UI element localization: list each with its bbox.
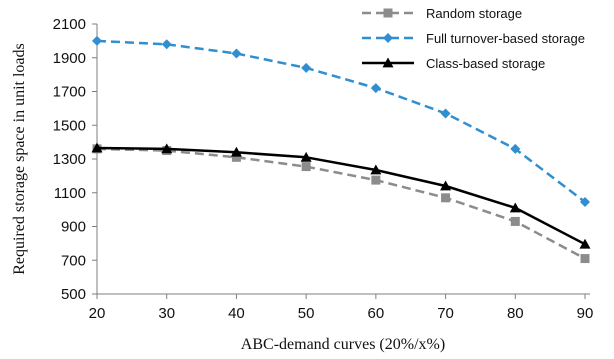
data-point xyxy=(301,162,311,172)
data-point xyxy=(231,48,242,59)
data-point xyxy=(301,62,312,73)
x-tick-label: 20 xyxy=(89,305,106,322)
x-tick-label: 40 xyxy=(228,305,245,322)
series-line xyxy=(96,146,586,246)
legend-item: Full turnover-based storage xyxy=(362,31,585,46)
data-point xyxy=(579,238,591,249)
y-tick-label: 1500 xyxy=(53,117,86,134)
y-tick-label: 1300 xyxy=(53,151,86,168)
legend-label: Class-based storage xyxy=(426,56,545,71)
data-point xyxy=(440,108,451,119)
y-tick-label: 1900 xyxy=(53,50,86,67)
y-axis-title: Required storage space in unit loads xyxy=(11,43,28,275)
legend-label: Full turnover-based storage xyxy=(426,31,585,46)
series-line xyxy=(96,39,586,203)
y-tick-label: 2100 xyxy=(53,16,86,33)
series-line xyxy=(96,147,586,260)
data-point xyxy=(300,151,312,162)
data-point xyxy=(91,142,103,153)
x-tick-label: 30 xyxy=(158,305,175,322)
legend-label: Random storage xyxy=(426,6,522,21)
data-point xyxy=(230,146,242,157)
y-tick-label: 1700 xyxy=(53,84,86,101)
data-point xyxy=(161,143,173,154)
y-tick-label: 700 xyxy=(61,252,86,269)
legend-item: Class-based storage xyxy=(362,56,545,71)
x-axis: 20 30 40 50 60 70 80 90 xyxy=(89,293,594,322)
data-point xyxy=(371,175,381,185)
legend-item: Random storage xyxy=(362,6,522,21)
x-tick-label: 50 xyxy=(298,305,315,322)
data-point xyxy=(231,152,241,162)
data-point xyxy=(510,216,520,226)
data-point xyxy=(580,197,590,208)
legend-swatch-marker xyxy=(382,57,394,68)
y-tick-label: 500 xyxy=(61,286,86,303)
x-axis-title: ABC-demand curves (20%/x%) xyxy=(241,336,445,353)
data-point xyxy=(370,164,382,175)
x-tick-label: 70 xyxy=(437,305,454,322)
data-point xyxy=(161,39,172,50)
data-point xyxy=(370,83,381,94)
y-tick-label: 1100 xyxy=(54,185,86,202)
data-point xyxy=(509,202,521,213)
y-ticks: 500 700 900 1100 1300 1500 1700 1900 2100 xyxy=(53,16,97,303)
series-layer xyxy=(91,35,591,264)
data-point xyxy=(92,35,102,46)
data-point xyxy=(580,254,590,264)
series-full-turnover-based-storage xyxy=(92,35,590,208)
y-axis: 500 700 900 1100 1300 1500 1700 1900 2100 xyxy=(53,16,98,303)
x-tick-label: 90 xyxy=(577,305,594,322)
series-class-based-storage xyxy=(91,142,591,249)
legend-swatch-marker xyxy=(383,33,393,43)
x-tick-label: 80 xyxy=(507,305,524,322)
y-tick-label: 900 xyxy=(61,219,86,236)
data-point xyxy=(440,180,452,191)
data-point xyxy=(441,193,451,203)
data-point xyxy=(510,143,521,154)
x-ticks: 20 30 40 50 60 70 80 90 xyxy=(89,294,594,322)
x-tick-label: 60 xyxy=(368,305,385,322)
legend-swatch-marker xyxy=(383,8,393,18)
legend: Random storage Full turnover-based storag… xyxy=(362,6,585,71)
